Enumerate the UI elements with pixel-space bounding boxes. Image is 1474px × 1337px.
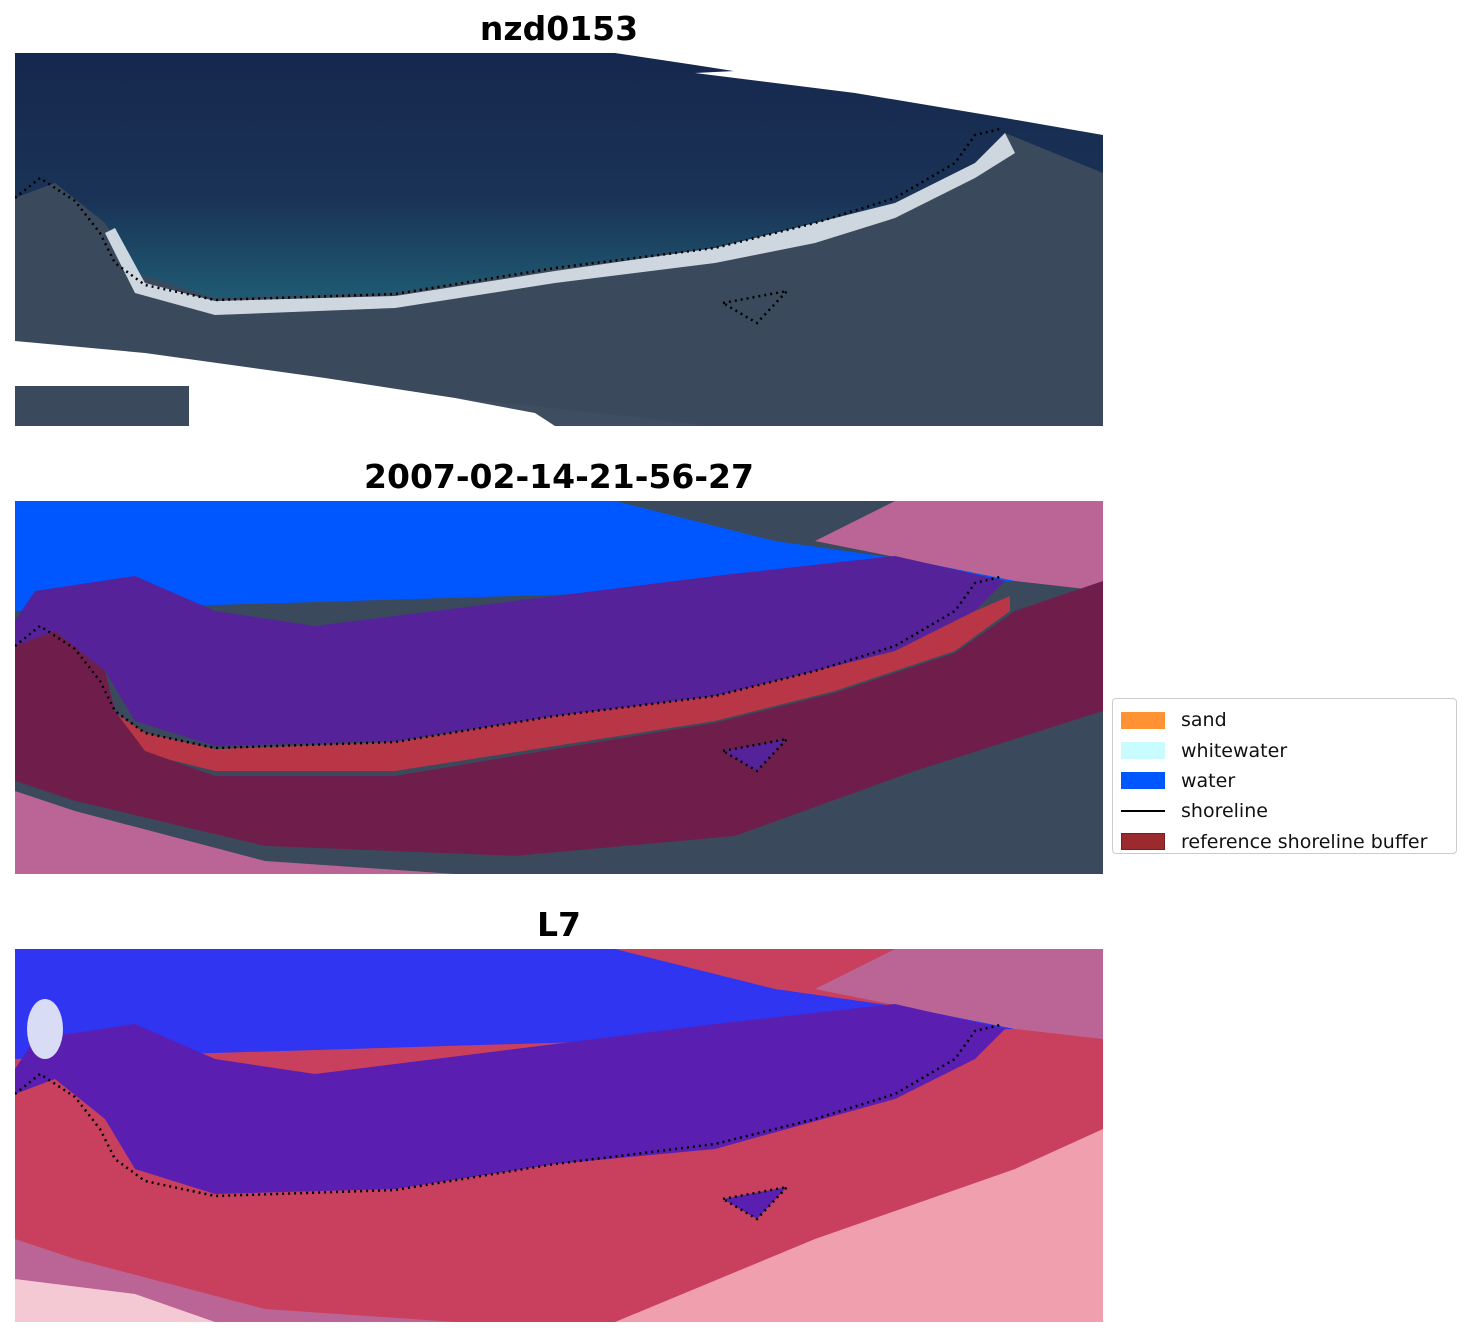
- index-image: [15, 949, 1103, 1322]
- legend-item-sand: sand: [1121, 705, 1448, 735]
- shoreline-swatch: [1121, 810, 1165, 813]
- legend-label-reference-buffer: reference shoreline buffer: [1181, 830, 1428, 853]
- legend-label-shoreline: shoreline: [1181, 800, 1268, 823]
- legend-label-sand: sand: [1181, 709, 1227, 732]
- water-swatch: [1121, 772, 1165, 790]
- index-image-panel: [15, 949, 1103, 1322]
- classified-image: [15, 501, 1103, 874]
- rgb-image-panel: [15, 53, 1103, 426]
- legend-item-shoreline: shoreline: [1121, 796, 1448, 826]
- reference-buffer-swatch: [1121, 833, 1165, 851]
- legend: sand whitewater water shoreline referenc…: [1112, 698, 1457, 854]
- legend-item-water: water: [1121, 766, 1448, 796]
- panel-title-rgb: nzd0153: [479, 9, 639, 48]
- classified-image-panel: [15, 501, 1103, 874]
- panel-title-index: L7: [537, 905, 581, 944]
- whitewater-swatch: [1121, 742, 1165, 760]
- legend-item-reference-buffer: reference shoreline buffer: [1121, 827, 1448, 857]
- rgb-image: [15, 53, 1103, 426]
- legend-label-whitewater: whitewater: [1181, 739, 1288, 762]
- panel-title-classified: 2007-02-14-21-56-27: [364, 457, 754, 496]
- legend-item-whitewater: whitewater: [1121, 735, 1448, 765]
- sand-swatch: [1121, 711, 1165, 729]
- legend-label-water: water: [1181, 769, 1236, 792]
